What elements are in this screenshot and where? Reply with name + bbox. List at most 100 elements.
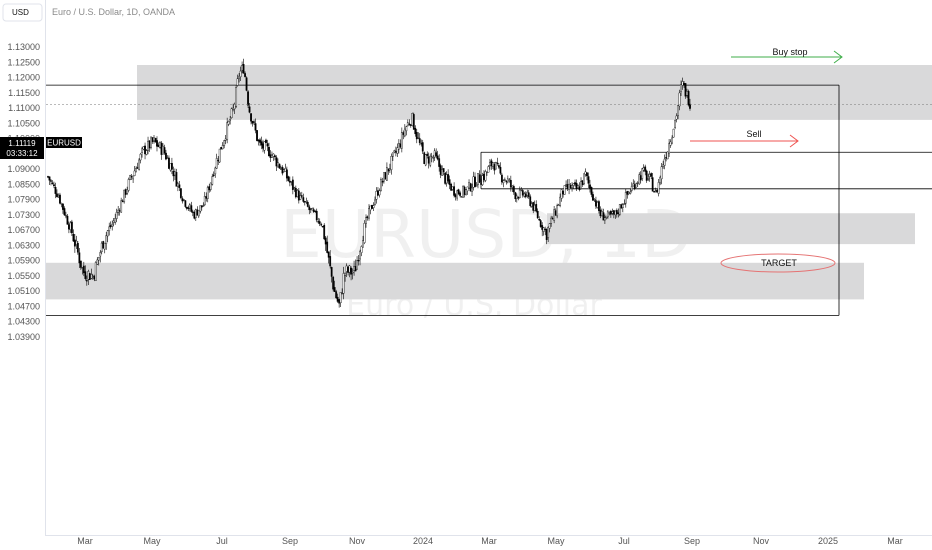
candle-body [335, 291, 338, 299]
candle-body [56, 193, 58, 197]
candle-body [81, 267, 84, 269]
candle-body [203, 195, 206, 206]
candle-body [235, 86, 238, 107]
candle-body [584, 171, 587, 175]
candle-body [402, 132, 405, 135]
candle-body [374, 199, 376, 205]
candle-body [432, 157, 435, 159]
candle-body [515, 195, 518, 199]
candle-body [568, 183, 570, 190]
candle-body [657, 182, 660, 194]
candle-body [88, 273, 91, 280]
candle-body [583, 173, 585, 185]
candle-body [339, 292, 342, 304]
time-tick-label: Mar [481, 536, 497, 546]
candle-body [280, 168, 282, 170]
candle-body [321, 226, 324, 228]
candle-body [477, 173, 479, 185]
candle-body [366, 216, 369, 219]
candle-body [668, 143, 670, 154]
candle-body [312, 209, 315, 212]
buy-stop-label: Buy stop [772, 47, 807, 57]
candle-body [545, 228, 548, 240]
candle-body [524, 193, 527, 198]
candle-body [118, 210, 121, 212]
candle-body [453, 186, 456, 196]
target-label: TARGET [761, 258, 797, 268]
candle-body [145, 150, 148, 155]
candle-body [85, 280, 88, 282]
candle-body [247, 91, 249, 106]
time-tick-label: Nov [349, 536, 366, 546]
candle-body [229, 119, 232, 121]
candle-body [371, 204, 373, 209]
candle-body [232, 107, 235, 110]
symbol-title: Euro / U.S. Dollar, 1D, OANDA [52, 7, 175, 17]
candle-body [150, 137, 152, 148]
price-tick-label: 1.05100 [7, 286, 40, 296]
candle-body [397, 143, 400, 150]
price-tick-label: 1.05500 [7, 271, 40, 281]
price-tick-label: 1.06700 [7, 225, 40, 235]
candle-body [381, 180, 384, 183]
target-ellipse [720, 253, 836, 273]
candle-body [314, 210, 317, 212]
candle-body [62, 203, 64, 210]
currency-chip[interactable] [2, 3, 43, 22]
candle-body [520, 189, 523, 191]
candle-body [445, 174, 448, 184]
candle-body [601, 211, 603, 217]
candle-body [450, 183, 453, 191]
candle-body [99, 252, 102, 257]
candle-body [411, 113, 414, 126]
candle-body [296, 190, 299, 197]
candle-body [595, 200, 597, 207]
candle-body [686, 91, 688, 96]
candle-body [462, 186, 464, 198]
candle-body [220, 147, 223, 150]
candle-body [671, 137, 673, 144]
candle-body [660, 166, 663, 180]
candle-body [75, 240, 78, 245]
candle-body [580, 181, 582, 190]
candle-body [500, 174, 503, 183]
candle-body [214, 167, 217, 175]
candle-body [172, 170, 175, 177]
candle-body [72, 233, 75, 242]
candle-body [303, 201, 306, 203]
candle-body [441, 169, 444, 176]
candle-body [426, 153, 429, 156]
candle-body [459, 192, 461, 196]
candle-body [403, 128, 406, 137]
candle-body [350, 267, 352, 275]
candle-body [412, 114, 415, 130]
candle-body [505, 180, 508, 183]
candle-body [126, 189, 129, 194]
candle-body [589, 184, 591, 189]
candle-body [329, 256, 332, 267]
time-axis[interactable]: Mar May Jul Sep Nov 2024 Mar May Jul Sep Nov 2025 Ma… [77, 536, 903, 546]
candle-body [87, 271, 90, 280]
price-axis[interactable]: 1.13000 1.12500 1.12000 1.11500 1.11000 1.105… [7, 42, 40, 342]
candle-body [417, 137, 420, 139]
time-tick-label: Sep [684, 536, 700, 546]
candle-body [294, 188, 297, 198]
candle-body [400, 132, 403, 149]
candle-body [266, 143, 269, 147]
candle-body [456, 190, 458, 199]
candle-body [438, 158, 441, 167]
symbol-tag-label: EURUSD [47, 139, 81, 148]
candle-body [147, 140, 149, 151]
candle-body [687, 91, 690, 106]
candle-body [466, 186, 469, 192]
candle-body [612, 210, 615, 215]
candle-body [275, 157, 278, 167]
candle-body [284, 168, 287, 172]
candle-body [342, 273, 345, 294]
candle-body [439, 165, 442, 175]
candle-body [493, 164, 496, 171]
candle-body [206, 187, 209, 199]
candle-body [581, 180, 584, 185]
candle-body [538, 219, 541, 221]
